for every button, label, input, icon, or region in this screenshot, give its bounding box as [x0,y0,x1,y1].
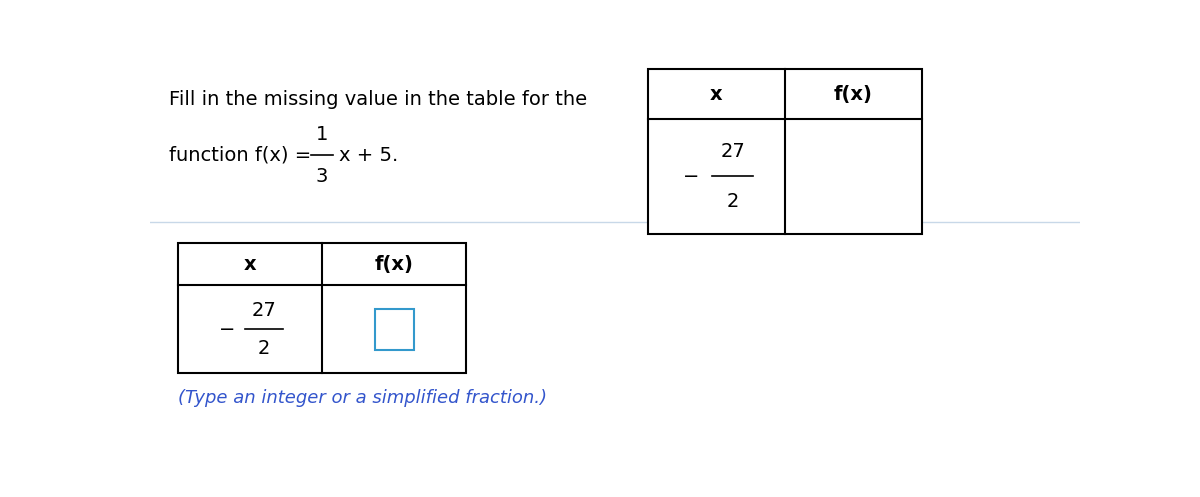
Text: −: − [683,167,700,186]
Text: 27: 27 [720,142,745,161]
Bar [648,69,922,234]
Text: x: x [244,255,257,274]
Text: 2: 2 [258,339,270,358]
Bar [178,244,466,373]
Text: Fill in the missing value in the table for the: Fill in the missing value in the table f… [168,90,587,109]
Text: 1: 1 [316,125,329,144]
Text: function f(x) =: function f(x) = [168,146,317,165]
Text: 3: 3 [316,167,329,186]
Text: f(x): f(x) [834,84,872,103]
Text: f(x): f(x) [374,255,414,274]
Bar [374,309,414,349]
Text: −: − [218,320,235,339]
Text: 2: 2 [727,192,739,211]
Text: x: x [710,84,722,103]
Text: x + 5.: x + 5. [338,146,398,165]
Text: 27: 27 [252,301,276,320]
Text: (Type an integer or a simplified fraction.): (Type an integer or a simplified fractio… [178,389,547,407]
